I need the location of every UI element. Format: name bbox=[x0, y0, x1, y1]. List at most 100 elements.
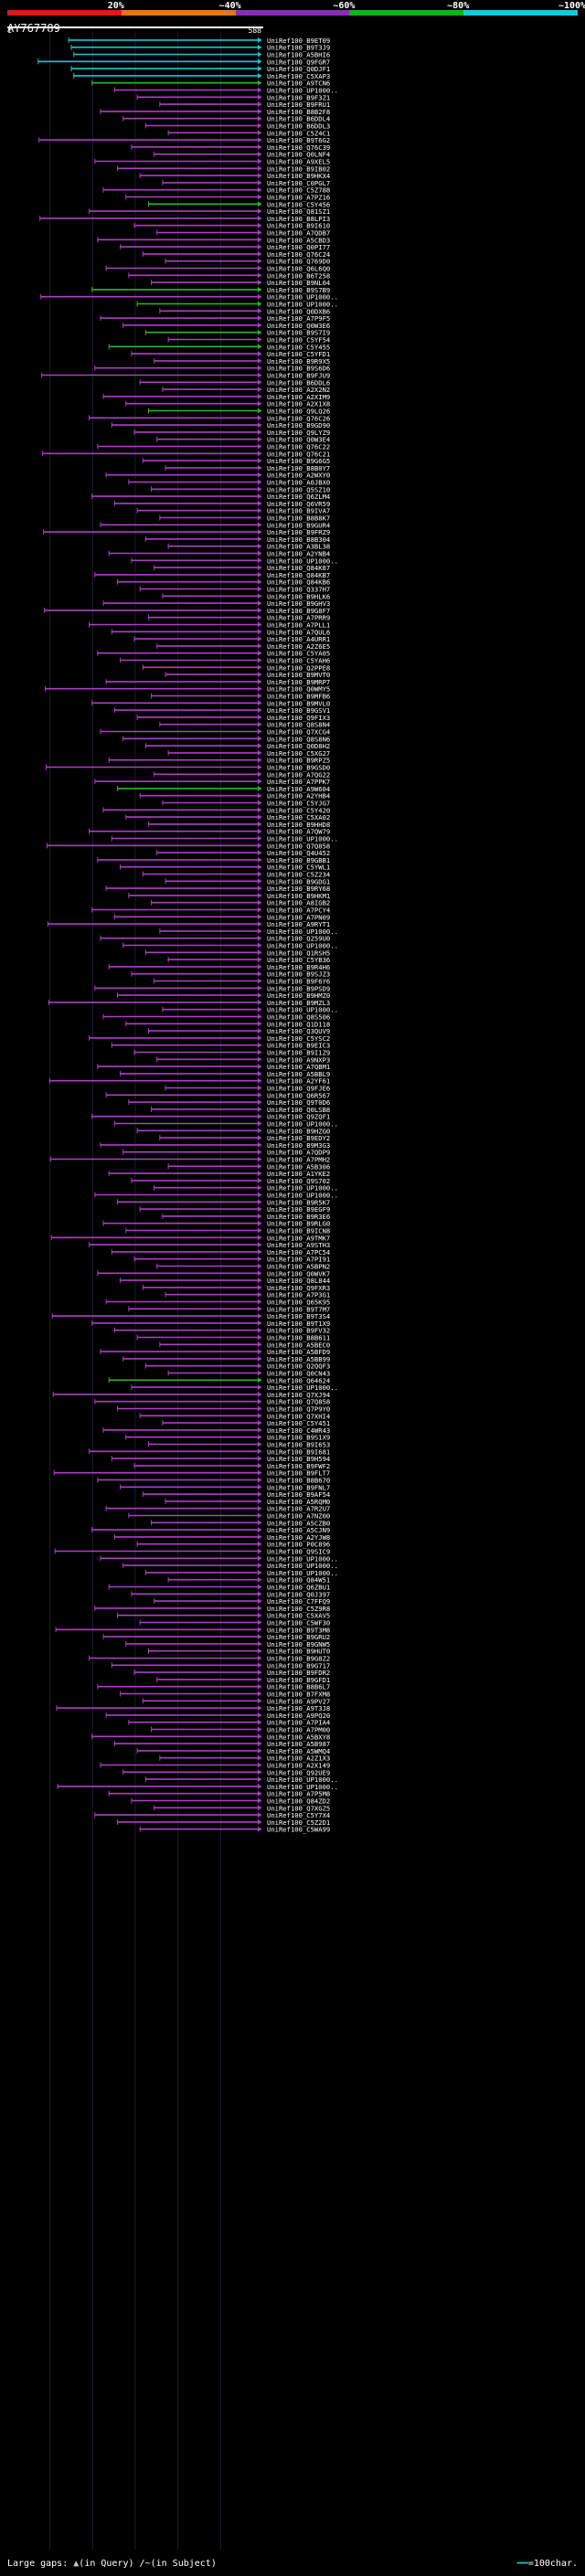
hit-label: UniRef100_C5Y420 bbox=[267, 806, 330, 814]
alignment-end-arrow bbox=[258, 137, 261, 143]
hit-label: UniRef100_C4WR43 bbox=[267, 1426, 330, 1435]
alignment-end-arrow bbox=[258, 1584, 261, 1590]
hit-label: UniRef100_B9SJZ3 bbox=[267, 970, 330, 979]
alignment-end-arrow bbox=[258, 1591, 261, 1597]
hit-label: UniRef100_Q2QQF3 bbox=[267, 1362, 330, 1371]
alignment-end-arrow bbox=[258, 1206, 261, 1213]
alignment-end-arrow bbox=[258, 1156, 261, 1162]
alignment-end-arrow bbox=[258, 301, 261, 307]
hit-label: UniRef100_B9EIC3 bbox=[267, 1042, 330, 1050]
alignment-end-arrow bbox=[258, 479, 261, 485]
alignment-end-arrow bbox=[258, 678, 261, 684]
alignment-end-arrow bbox=[258, 1484, 261, 1490]
alignment-end-arrow bbox=[258, 258, 261, 264]
alignment-end-arrow bbox=[258, 565, 261, 571]
alignment-end-arrow bbox=[258, 1227, 261, 1234]
hit-label: UniRef100_B8LPI3 bbox=[267, 215, 330, 223]
hit-label: UniRef100_B8B6L7 bbox=[267, 1683, 330, 1691]
hit-label: UniRef100_Q9FGR7 bbox=[267, 58, 330, 66]
in-query-label: (in Query) bbox=[79, 2559, 134, 2569]
alignment-end-arrow bbox=[258, 165, 261, 172]
alignment-end-arrow bbox=[258, 1349, 261, 1355]
alignment-end-arrow bbox=[258, 215, 261, 221]
hit-label: UniRef100_B9GSD0 bbox=[267, 764, 330, 772]
hit-label: UniRef100_B9T6G2 bbox=[267, 136, 330, 144]
alignment-end-arrow bbox=[258, 1662, 261, 1669]
hit-label: UniRef100_C5YAH6 bbox=[267, 657, 330, 665]
hit-label: UniRef100_A9TCN6 bbox=[267, 80, 330, 88]
legend-segment bbox=[7, 10, 122, 16]
hit-label: UniRef100_B9HZG0 bbox=[267, 1127, 330, 1135]
hit-label: UniRef100_C5WF30 bbox=[267, 1619, 330, 1627]
hit-label: UniRef100_B9GNW5 bbox=[267, 1640, 330, 1648]
hit-label: UniRef100_Q92UE9 bbox=[267, 1768, 330, 1776]
legend-tick-label: ~40% bbox=[218, 1, 241, 11]
alignment-end-arrow bbox=[258, 856, 261, 863]
alignment-end-arrow bbox=[258, 280, 261, 286]
hit-label: UniRef100_Q0W3E6 bbox=[267, 322, 330, 330]
hit-label: UniRef100_C0PGL7 bbox=[267, 179, 330, 187]
hit-label: UniRef100_B9GUR4 bbox=[267, 521, 330, 529]
hit-label: UniRef100_UP1000.. bbox=[267, 1006, 338, 1014]
hit-label: UniRef100_A2Z1X3 bbox=[267, 1754, 330, 1763]
hit-label: UniRef100_C5XAP3 bbox=[267, 72, 330, 80]
hit-label: UniRef100_B9R4H6 bbox=[267, 963, 330, 971]
hit-label: UniRef100_B9GBB1 bbox=[267, 856, 330, 864]
alignment-end-arrow bbox=[258, 970, 261, 977]
alignment-end-arrow bbox=[258, 500, 261, 506]
hit-label: UniRef100_B9HMZ0 bbox=[267, 991, 330, 1000]
alignment-end-arrow bbox=[258, 66, 261, 72]
legend-segment bbox=[463, 10, 578, 16]
hit-label: UniRef100_B9GSV1 bbox=[267, 706, 330, 715]
hit-label: UniRef100_A4URR1 bbox=[267, 635, 330, 643]
hit-label: UniRef100_A9PV27 bbox=[267, 1697, 330, 1705]
alignment-end-arrow bbox=[258, 892, 261, 898]
alignment-end-arrow bbox=[258, 1056, 261, 1063]
hit-label: UniRef100_Q769D0 bbox=[267, 258, 330, 266]
hit-label: UniRef100_Q9SIC9 bbox=[267, 1548, 330, 1556]
hit-label: UniRef100_B9AF54 bbox=[267, 1490, 330, 1499]
hit-label: UniRef100_C5XAV5 bbox=[267, 1612, 330, 1620]
hit-label: UniRef100_UP1000.. bbox=[267, 928, 338, 936]
alignment-end-arrow bbox=[258, 1469, 261, 1476]
hit-label: UniRef100_A5BPN2 bbox=[267, 1263, 330, 1271]
hit-label: UniRef100_B9GDG1 bbox=[267, 877, 330, 885]
alignment-end-arrow bbox=[258, 1456, 261, 1462]
alignment-end-arrow bbox=[258, 237, 261, 243]
hit-label: UniRef100_Q6ZLM4 bbox=[267, 493, 330, 501]
alignment-end-arrow bbox=[258, 1712, 261, 1718]
scale-label: =100char. bbox=[527, 2559, 578, 2569]
alignment-end-arrow bbox=[258, 179, 261, 186]
alignment-end-arrow bbox=[258, 1533, 261, 1540]
hit-label: UniRef100_UP1000.. bbox=[267, 301, 338, 309]
alignment-end-arrow bbox=[258, 921, 261, 928]
alignment-end-arrow bbox=[258, 1199, 261, 1205]
hit-label: UniRef100_Q6ZBU1 bbox=[267, 1584, 330, 1592]
alignment-end-arrow bbox=[258, 357, 261, 364]
alignment-end-arrow bbox=[258, 293, 261, 300]
alignment-end-arrow bbox=[258, 1013, 261, 1020]
alignment-end-arrow bbox=[258, 265, 261, 271]
hit-label: UniRef100_B9S1X9 bbox=[267, 1434, 330, 1442]
hit-label: UniRef100_Q84KB7 bbox=[267, 571, 330, 579]
alignment-end-arrow bbox=[258, 728, 261, 735]
alignment-end-arrow bbox=[258, 1790, 261, 1797]
hit-label: UniRef100_C5Y455 bbox=[267, 343, 330, 351]
hit-label: UniRef100_A9XEL5 bbox=[267, 158, 330, 166]
alignment-end-arrow bbox=[258, 1563, 261, 1569]
hit-label: UniRef100_B7FXM8 bbox=[267, 1691, 330, 1699]
hit-label: UniRef100_Q6L6Q0 bbox=[267, 265, 330, 273]
alignment-end-arrow bbox=[258, 222, 261, 228]
alignment-end-arrow bbox=[258, 529, 261, 535]
alignment-end-arrow bbox=[258, 151, 261, 157]
alignment-end-arrow bbox=[258, 372, 261, 378]
alignment-end-arrow bbox=[258, 1171, 261, 1177]
hit-label: UniRef100_C5YJG7 bbox=[267, 800, 330, 808]
hit-label: UniRef100_Q2PPE8 bbox=[267, 663, 330, 672]
hit-label: UniRef100_A9W604 bbox=[267, 785, 330, 793]
hit-label: UniRef100_A8IGB2 bbox=[267, 899, 330, 907]
hit-label: UniRef100_B9T3M8 bbox=[267, 1626, 330, 1634]
alignment-end-arrow bbox=[258, 408, 261, 414]
hit-label: UniRef100_B9MFB6 bbox=[267, 693, 330, 701]
hit-label: UniRef100_Q9ZQF1 bbox=[267, 1113, 330, 1121]
